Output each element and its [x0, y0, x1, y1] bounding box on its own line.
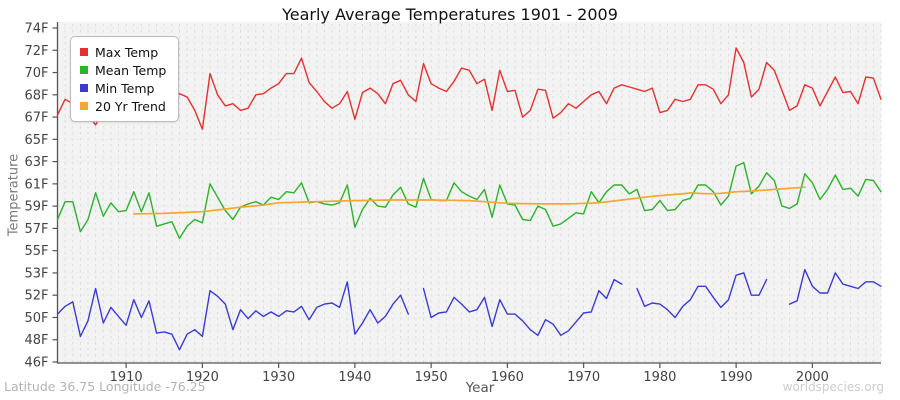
- chart-title: Yearly Average Temperatures 1901 - 2009: [282, 5, 618, 24]
- site-watermark: worldspecies.org: [782, 380, 884, 394]
- axis-lines: [56, 22, 881, 364]
- max-temp-swatch-icon: [80, 48, 88, 56]
- legend-item-mean-temp: Mean Temp: [80, 61, 166, 79]
- legend-item-20yr-trend: 20 Yr Trend: [80, 97, 166, 115]
- y-tick-label: 65F: [24, 133, 48, 148]
- legend-label-20yr-trend: 20 Yr Trend: [95, 98, 166, 114]
- y-tick-label: 63F: [24, 155, 48, 170]
- y-tick-label: 72F: [24, 44, 48, 59]
- y-tick-label: 61F: [24, 177, 48, 192]
- x-axis-title: Year: [465, 380, 495, 396]
- series-line-max-temp: [56, 47, 882, 130]
- y-tick-label: 50F: [24, 311, 48, 326]
- legend-label-mean-temp: Mean Temp: [95, 62, 167, 78]
- legend-item-max-temp: Max Temp: [80, 43, 166, 61]
- y-tick-label: 48F: [24, 333, 48, 348]
- x-tick-label: 1970: [567, 370, 600, 385]
- legend-item-min-temp: Min Temp: [80, 79, 166, 97]
- series-line-min-temp: [56, 268, 882, 351]
- x-axis: 1910 1920 1930 1940 1950 1960 1970 1980 1990 2000: [110, 363, 829, 385]
- trend-swatch-icon: [80, 102, 88, 110]
- y-tick-label: 52F: [24, 289, 48, 304]
- y-tick-label: 57F: [24, 222, 48, 237]
- x-tick-label: 1950: [415, 370, 448, 385]
- y-tick-label: 68F: [24, 88, 48, 103]
- x-tick-label: 1930: [262, 370, 295, 385]
- y-axis: 74F 72F 70F 68F 67F 65F 63F 61F 59F 57F 55F 53F 52F 5…: [24, 22, 58, 371]
- y-tick-label: 53F: [24, 266, 48, 281]
- coordinates-caption: Latitude 36.75 Longitude -76.25: [4, 379, 206, 394]
- mean-temp-swatch-icon: [80, 66, 88, 74]
- y-tick-label: 70F: [24, 66, 48, 81]
- y-tick-label: 55F: [24, 244, 48, 259]
- series-line-20-yr-trend: [132, 186, 806, 215]
- y-tick-label: 67F: [24, 111, 48, 126]
- x-tick-label: 1990: [720, 370, 753, 385]
- y-tick-label: 59F: [24, 200, 48, 215]
- x-tick-label: 1940: [338, 370, 371, 385]
- series-line-mean-temp: [56, 162, 882, 240]
- x-tick-label: 1980: [643, 370, 676, 385]
- legend: Max Temp Mean Temp Min Temp 20 Yr Trend: [70, 36, 180, 122]
- y-axis-title: Temperature: [6, 153, 22, 237]
- x-tick-label: 1960: [491, 370, 524, 385]
- x-tick-label: 1920: [186, 370, 219, 385]
- min-temp-swatch-icon: [80, 84, 88, 92]
- y-tick-label: 74F: [24, 22, 48, 37]
- x-tick-label: 2000: [796, 370, 829, 385]
- x-tick-label: 1910: [110, 370, 143, 385]
- legend-label-max-temp: Max Temp: [95, 44, 159, 60]
- y-tick-label: 46F: [24, 356, 48, 371]
- legend-label-min-temp: Min Temp: [95, 80, 155, 96]
